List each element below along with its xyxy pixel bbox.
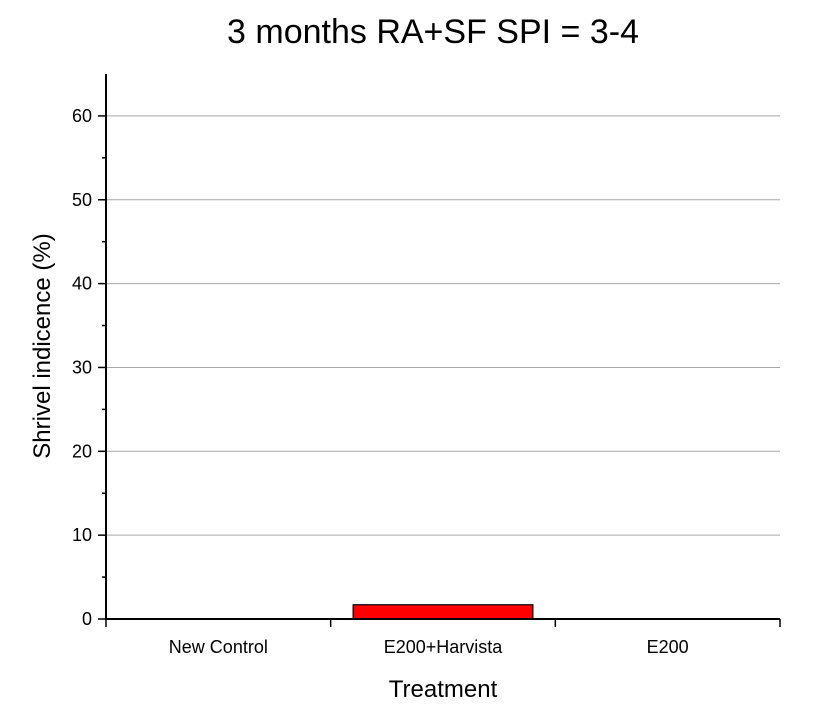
y-axis-label: Shrivel indicence (%) xyxy=(29,233,56,458)
gridlines xyxy=(106,115,780,536)
bar xyxy=(352,604,534,620)
y-tick-label: 30 xyxy=(72,357,92,377)
x-tick-label: New Control xyxy=(169,637,268,657)
x-tick-label: E200+Harvista xyxy=(384,637,504,657)
y-tick-label: 40 xyxy=(72,274,92,294)
y-tick-label: 10 xyxy=(72,525,92,545)
x-axis-label: Treatment xyxy=(389,676,498,703)
bars xyxy=(352,604,534,620)
x-ticks: New Control E200+Harvista E200 xyxy=(105,619,781,657)
y-tick-label: 60 xyxy=(72,106,92,126)
y-ticks: 0 10 20 30 40 50 60 xyxy=(72,106,106,629)
axes xyxy=(105,74,780,620)
chart-title: 3 months RA+SF SPI = 3-4 xyxy=(227,13,639,51)
y-tick-label: 50 xyxy=(72,190,92,210)
x-tick-label: E200 xyxy=(647,637,689,657)
y-tick-label: 0 xyxy=(82,609,92,629)
y-tick-label: 20 xyxy=(72,441,92,461)
